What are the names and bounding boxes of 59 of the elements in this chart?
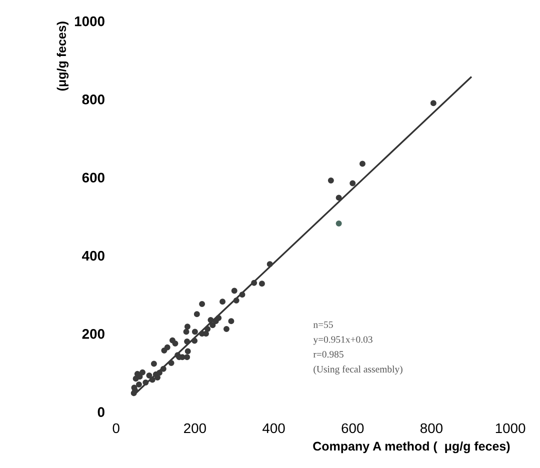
x-tick-label: 0 [112, 423, 120, 434]
point [223, 326, 230, 332]
point [136, 381, 142, 388]
annotation: r=0.985 [313, 351, 344, 358]
point [184, 324, 190, 330]
point [430, 100, 436, 106]
point [184, 338, 190, 344]
y-tick-label: 800 [82, 94, 104, 104]
annotation: (Using fecal assembly) [314, 366, 402, 374]
y-tick-label: 600 [82, 172, 104, 183]
y-tick-label: 1000 [74, 16, 104, 26]
point [359, 160, 366, 167]
point [150, 360, 157, 367]
point [336, 220, 342, 226]
point [140, 369, 146, 376]
point [146, 372, 152, 378]
point [220, 298, 226, 305]
point [184, 354, 190, 360]
point [192, 338, 198, 344]
x-tick-label: 800 [420, 423, 443, 434]
point [231, 288, 238, 294]
point [192, 328, 198, 335]
point [194, 311, 200, 318]
x-tick-label: 200 [184, 423, 206, 434]
y-tick-label: 200 [82, 329, 104, 339]
annotation: n=55 [313, 321, 333, 328]
point [258, 280, 265, 287]
point [183, 328, 190, 335]
point [132, 376, 139, 382]
point [210, 322, 216, 328]
point [130, 390, 137, 396]
point [160, 366, 166, 372]
point [266, 261, 273, 268]
point [199, 300, 206, 307]
x-tick-label: 1000 [496, 423, 526, 434]
y-tick-label: 0 [98, 407, 104, 418]
x-tick-label: 600 [342, 423, 364, 434]
point [164, 344, 170, 350]
point [239, 292, 246, 298]
x-axis-title: Company A method ( μg/g feces) [313, 441, 510, 454]
point [216, 315, 222, 322]
point [228, 318, 234, 324]
annotation: y=0.951x+0.03 [313, 336, 372, 345]
point [204, 326, 211, 332]
point [184, 348, 191, 354]
point [328, 178, 334, 184]
point [336, 194, 342, 201]
x-tick-label: 400 [262, 423, 285, 434]
point [208, 317, 214, 324]
point [149, 376, 156, 383]
y-axis-title: (μg/g feces) [56, 22, 69, 91]
y-tick-label: 400 [82, 250, 104, 261]
point [168, 360, 174, 366]
point [142, 380, 149, 386]
point [233, 297, 240, 304]
point [172, 340, 178, 346]
point [350, 180, 356, 186]
point [156, 370, 162, 376]
point [251, 280, 258, 286]
